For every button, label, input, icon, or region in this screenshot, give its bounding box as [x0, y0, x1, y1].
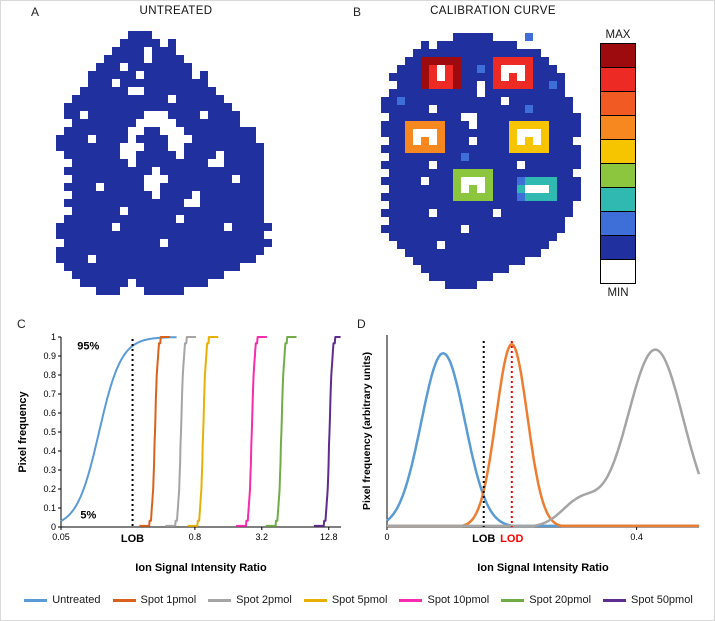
c-x-tick-label: 0.8 — [189, 532, 202, 542]
c-series-spot-50pmol — [313, 336, 342, 527]
legend-item-spot-5pmol: Spot 5pmol — [303, 594, 388, 606]
colorbar-cell — [600, 235, 636, 260]
c-annotation: 5% — [80, 510, 96, 522]
c-y-tick-label: 0.4 — [43, 446, 56, 456]
c-annotation: 95% — [77, 341, 99, 353]
c-y-tick-label: 0.6 — [43, 408, 56, 418]
untreated-tissue-image — [56, 23, 296, 303]
colorbar-cell — [600, 211, 636, 236]
c-lob-label: LOB — [121, 533, 144, 545]
c-x-axis-label: Ion Signal Intensity Ratio — [135, 562, 267, 574]
c-y-tick-label: 0.9 — [43, 351, 56, 361]
legend-item-spot-2pmol: Spot 2pmol — [208, 594, 292, 606]
panel-b-title: CALIBRATION CURVE — [430, 5, 556, 17]
c-y-axis-label: Pixel frequency — [17, 390, 29, 472]
colorbar-min-label: MIN — [607, 287, 629, 299]
legend-item-spot-20pmol: Spot 20pmol — [501, 594, 591, 606]
legend-label: Spot 1pmol — [140, 594, 197, 606]
d-y-axis-label: Pixel frequency (arbitrary units) — [361, 352, 373, 510]
colorbar-cell — [600, 163, 636, 188]
density-chart: 0 0.4 LOB LOD Ion Signal Intensity Ratio Pixe… — [361, 335, 701, 574]
legend-label: Spot 50pmol — [631, 594, 693, 606]
panel-c-label: C — [17, 317, 26, 331]
c-y-tick-label: 0.7 — [43, 389, 56, 399]
legend-swatch — [112, 598, 136, 602]
colorbar: MAX MIN — [591, 29, 645, 299]
panel-b-label: B — [353, 5, 362, 19]
d-x-tick-label: 0.4 — [630, 532, 643, 542]
panel-a-title: UNTREATED — [139, 5, 213, 17]
c-series-untreated — [60, 336, 178, 522]
d-series-spot-2pmol — [387, 348, 701, 528]
colorbar-scale — [600, 43, 636, 284]
c-y-tick-label: 0.2 — [43, 484, 56, 494]
c-y-tick-label: 0 — [51, 522, 56, 532]
c-x-tick-label: 0.05 — [52, 532, 70, 542]
d-x-tick-label: 0 — [384, 532, 389, 542]
colorbar-cell — [600, 115, 636, 140]
c-x-tick-label: 12.8 — [320, 532, 338, 542]
c-y-tick-label: 1 — [51, 332, 56, 342]
colorbar-max-label: MAX — [605, 29, 631, 41]
colorbar-cell — [600, 187, 636, 212]
legend-item-spot-1pmol: Spot 1pmol — [112, 594, 197, 606]
c-y-tick-label: 0.8 — [43, 370, 56, 380]
legend-swatch — [208, 598, 232, 602]
legend-label: Spot 10pmol — [427, 594, 490, 606]
d-lob-label: LOB — [472, 533, 495, 545]
legend-label: Spot 2pmol — [236, 594, 292, 606]
d-x-axis-label: Ion Signal Intensity Ratio — [477, 562, 609, 574]
c-series-spot-2pmol — [164, 336, 197, 527]
legend-label: Spot 20pmol — [529, 594, 592, 606]
panel-d-label: D — [357, 317, 366, 331]
colorbar-cell — [600, 67, 636, 92]
legend-label: Spot 5pmol — [331, 594, 388, 606]
legend-swatch — [501, 598, 525, 602]
colorbar-cell — [600, 259, 636, 284]
legend-item-spot-50pmol: Spot 50pmol — [603, 594, 693, 606]
panel-a-label: A — [31, 5, 40, 19]
c-series-spot-10pmol — [235, 336, 268, 527]
legend-swatch — [24, 598, 48, 602]
colorbar-cell — [600, 139, 636, 164]
c-y-tick-label: 0.3 — [43, 465, 56, 475]
c-y-tick-label: 0.5 — [43, 427, 56, 437]
c-series-spot-1pmol — [138, 336, 171, 527]
colorbar-cell — [600, 91, 636, 116]
legend-swatch — [303, 598, 327, 602]
legend: Untreated Spot 1pmol Spot 2pmol Spot 5pmol S… — [1, 594, 714, 606]
c-x-tick-label: 3.2 — [256, 532, 269, 542]
c-y-tick-label: 0.1 — [43, 503, 56, 513]
cumulative-frequency-chart: 0 0.1 0.2 0.3 0.4 0.5 0.6 0.7 0.8 0.9 1 0.05 0.8 3.2 1… — [17, 332, 342, 574]
colorbar-cell — [600, 43, 636, 68]
legend-swatch — [603, 598, 627, 602]
d-lod-label: LOD — [500, 533, 523, 545]
c-series-spot-5pmol — [187, 336, 219, 527]
legend-item-spot-10pmol: Spot 10pmol — [399, 594, 489, 606]
legend-item-untreated: Untreated — [24, 594, 101, 606]
c-series-spot-20pmol — [265, 336, 298, 527]
legend-swatch — [399, 598, 423, 602]
legend-label: Untreated — [52, 594, 101, 606]
calibration-tissue-image — [373, 25, 613, 297]
